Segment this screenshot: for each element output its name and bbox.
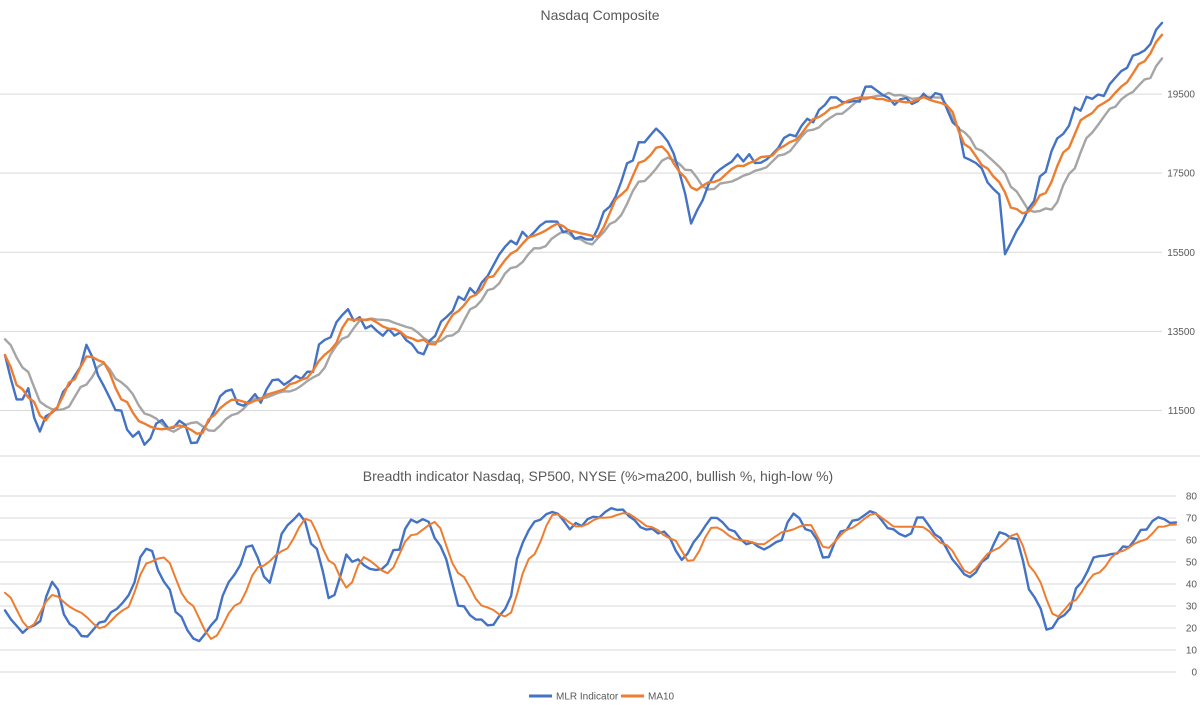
nasdaq-y-tick-15500: 15500 bbox=[1167, 248, 1195, 259]
breadth-y-tick-70: 70 bbox=[1186, 514, 1198, 525]
legend-item-ma10: MA10 bbox=[621, 692, 675, 703]
breadth-y-tick-30: 30 bbox=[1186, 602, 1198, 613]
breadth-series-lines bbox=[3, 507, 1178, 643]
nasdaq-y-tick-13500: 13500 bbox=[1167, 327, 1195, 338]
legend-label-mlr-indicator: MLR Indicator bbox=[556, 692, 619, 703]
nasdaq-composite-chart: Nasdaq Composite 11500 13500 15500 17500 195… bbox=[0, 7, 1195, 446]
legend-label-ma10: MA10 bbox=[648, 692, 675, 703]
breadth-y-tick-0: 0 bbox=[1191, 668, 1197, 679]
breadth-chart-title: Breadth indicator Nasdaq, SP500, NYSE (%… bbox=[363, 468, 833, 484]
breadth-series-mlr-indicator bbox=[3, 507, 1178, 643]
breadth-y-tick-labels: 0 10 20 30 40 50 60 70 80 bbox=[1186, 492, 1198, 679]
breadth-gridlines bbox=[0, 495, 1176, 673]
nasdaq-chart-title: Nasdaq Composite bbox=[540, 7, 659, 23]
breadth-y-tick-80: 80 bbox=[1186, 492, 1198, 503]
breadth-series-ma10 bbox=[4, 512, 1177, 640]
nasdaq-y-tick-17500: 17500 bbox=[1167, 169, 1195, 180]
nasdaq-y-tick-11500: 11500 bbox=[1168, 406, 1196, 417]
breadth-y-tick-60: 60 bbox=[1186, 536, 1198, 547]
breadth-legend: MLR Indicator MA10 bbox=[529, 692, 675, 703]
nasdaq-series-ma_short bbox=[3, 33, 1164, 435]
nasdaq-y-tick-labels: 11500 13500 15500 17500 19500 bbox=[1167, 90, 1195, 417]
nasdaq-series-ma_long bbox=[3, 57, 1164, 433]
legend-item-mlr-indicator: MLR Indicator bbox=[529, 692, 619, 703]
breadth-indicator-chart: Breadth indicator Nasdaq, SP500, NYSE (%… bbox=[0, 468, 1197, 703]
breadth-y-tick-10: 10 bbox=[1186, 646, 1198, 657]
nasdaq-gridlines bbox=[0, 93, 1162, 411]
nasdaq-y-tick-19500: 19500 bbox=[1167, 90, 1195, 101]
breadth-y-tick-50: 50 bbox=[1186, 558, 1198, 569]
breadth-y-tick-40: 40 bbox=[1186, 580, 1198, 591]
nasdaq-series-lines bbox=[3, 21, 1164, 446]
nasdaq-series-price bbox=[3, 21, 1164, 446]
breadth-y-tick-20: 20 bbox=[1186, 624, 1198, 635]
